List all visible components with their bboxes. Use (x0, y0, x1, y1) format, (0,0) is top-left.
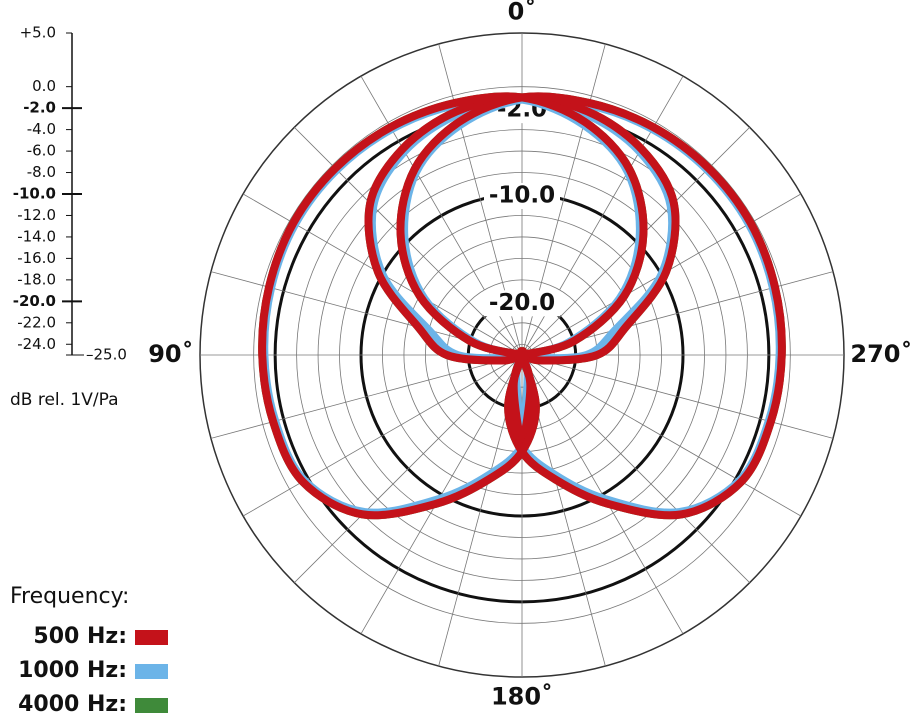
y-tick-label: -16.0 (17, 249, 56, 267)
y-tick-label: –25.0 (86, 346, 127, 364)
legend-swatch (135, 664, 168, 679)
ring-label-bg (484, 183, 560, 209)
y-tick-label: -10.0 (13, 185, 56, 203)
ring-label-bg (484, 290, 560, 317)
angle-label: 0˚ (508, 0, 537, 26)
y-tick-label: -4.0 (27, 120, 56, 138)
y-tick-label: -24.0 (17, 335, 56, 353)
y-tick-label: -8.0 (27, 163, 56, 181)
legend-label: 4000 Hz: (18, 692, 127, 717)
y-tick-label: -22.0 (17, 313, 56, 331)
legend-swatch (135, 630, 168, 645)
angle-label: 270˚ (850, 340, 912, 368)
y-tick-label: 0.0 (32, 77, 56, 95)
pattern-curve (396, 92, 786, 520)
y-tick-label: -18.0 (17, 270, 56, 288)
grid-spoke (294, 354, 523, 583)
legend-label: 500 Hz: (33, 624, 127, 649)
angle-label: 180˚ (491, 682, 553, 710)
legend-swatch (135, 698, 168, 713)
grid-spoke (521, 354, 750, 583)
ring-label: -20.0 (489, 290, 555, 316)
pattern-curve (258, 92, 648, 520)
y-tick-label: -12.0 (17, 206, 56, 224)
grid-spoke (521, 354, 802, 517)
legend-label: 1000 Hz: (18, 658, 127, 683)
legend-title: Frequency: (10, 584, 129, 609)
y-tick-label: -14.0 (17, 227, 56, 245)
grid-spoke (521, 354, 834, 439)
y-tick-label: -20.0 (13, 292, 56, 310)
pattern-curve (364, 93, 680, 445)
grid-spoke (242, 354, 523, 517)
angle-label: 90˚ (148, 340, 193, 368)
y-tick-label: -2.0 (23, 99, 56, 117)
grid-spoke (210, 354, 523, 439)
y-tick-label: +5.0 (20, 24, 56, 42)
pattern-curve (396, 92, 786, 520)
unit-label: dB rel. 1V/Pa (10, 390, 119, 410)
pattern-curve (258, 92, 648, 520)
y-tick-label: -6.0 (27, 142, 56, 160)
ring-label: -10.0 (489, 183, 555, 209)
